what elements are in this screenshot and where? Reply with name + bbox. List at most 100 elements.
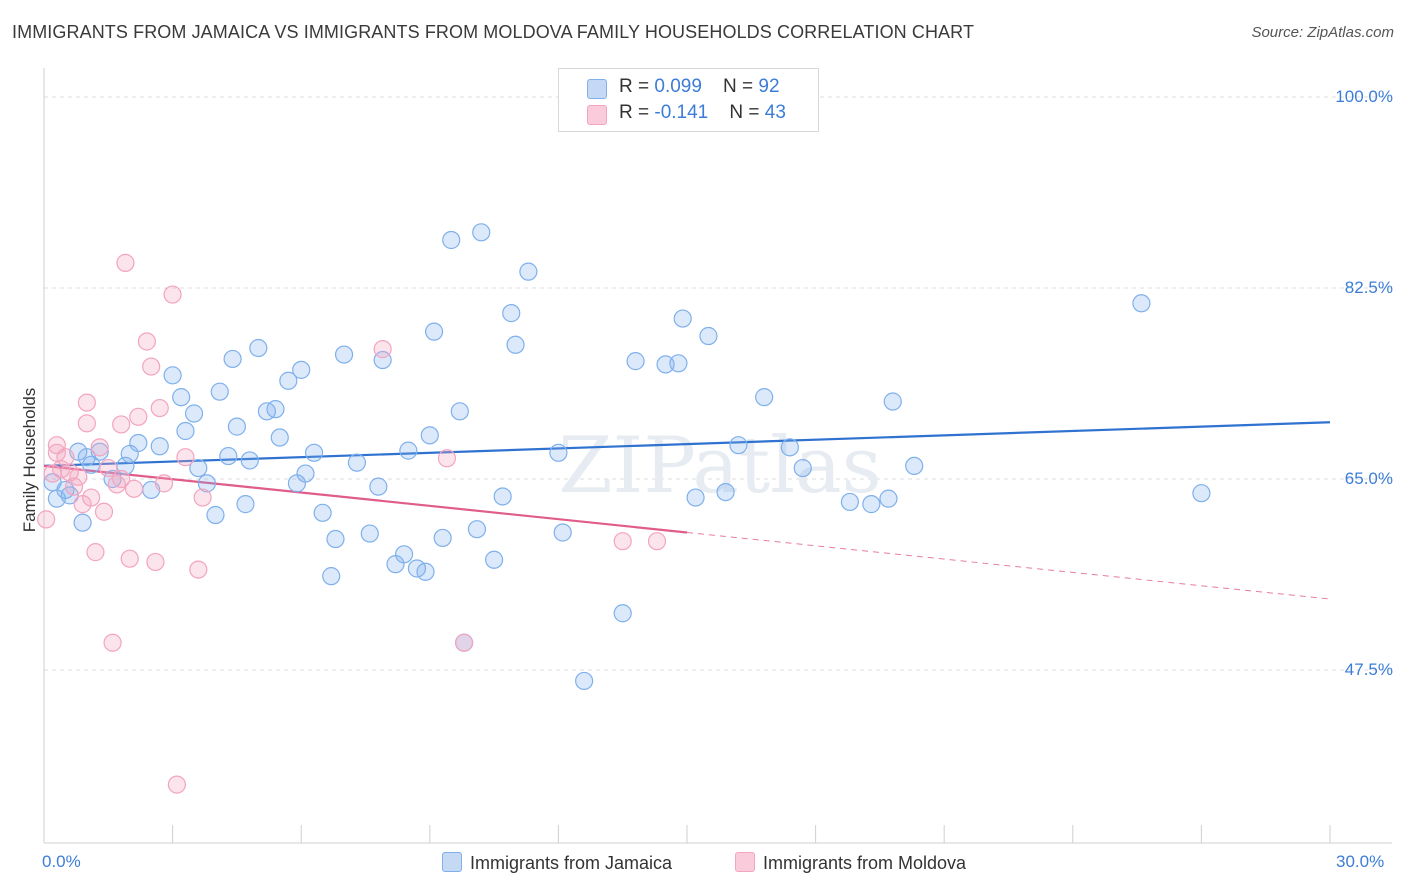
data-point-jamaica	[840, 492, 859, 512]
legend-row-moldova: R = -0.141 N = 43	[587, 102, 786, 125]
data-point-jamaica	[1192, 484, 1211, 503]
data-point-moldova	[77, 393, 96, 412]
legend-n-value-moldova: 43	[764, 102, 786, 123]
data-point-jamaica	[270, 428, 289, 447]
data-point-moldova	[56, 448, 75, 467]
legend-r-value-moldova: -0.141	[654, 102, 709, 123]
data-point-moldova	[129, 407, 148, 426]
data-point-jamaica	[399, 441, 418, 460]
data-point-jamaica	[176, 421, 195, 441]
bottom-legend-jamaica: Immigrants from Jamaica	[442, 852, 672, 874]
data-point-moldova	[124, 479, 144, 498]
data-point-moldova	[146, 552, 165, 572]
data-point-jamaica	[862, 495, 881, 514]
legend-n-label: N =	[723, 76, 759, 97]
data-point-jamaica	[227, 417, 246, 436]
data-point-moldova	[167, 775, 186, 794]
data-point-jamaica	[60, 486, 79, 505]
data-point-jamaica	[189, 458, 208, 478]
data-point-jamaica	[163, 366, 182, 385]
data-point-moldova	[99, 458, 118, 478]
data-point-jamaica	[236, 495, 255, 514]
data-point-jamaica	[369, 477, 388, 496]
data-point-moldova	[112, 469, 131, 489]
data-point-jamaica	[129, 433, 148, 453]
data-point-jamaica	[575, 671, 594, 691]
data-point-jamaica	[519, 262, 538, 281]
data-point-moldova	[69, 467, 88, 486]
data-point-jamaica	[420, 426, 439, 445]
data-point-moldova	[142, 357, 161, 376]
data-point-moldova	[137, 332, 156, 351]
data-point-jamaica	[394, 545, 414, 564]
data-point-jamaica	[467, 520, 487, 539]
data-point-jamaica	[292, 360, 311, 379]
data-point-jamaica	[729, 436, 748, 455]
data-point-moldova	[82, 488, 101, 507]
data-point-moldova	[647, 532, 667, 551]
data-point-jamaica	[626, 352, 645, 371]
data-point-jamaica	[279, 371, 298, 390]
data-point-jamaica	[883, 392, 902, 411]
data-points	[37, 223, 1211, 794]
axes	[43, 68, 1392, 844]
data-point-jamaica	[172, 388, 191, 407]
grid-lines	[44, 96, 1392, 671]
legend-r-value-jamaica: 0.099	[654, 76, 702, 97]
bottom-legend-label-jamaica: Immigrants from Jamaica	[470, 853, 673, 873]
data-point-jamaica	[210, 382, 229, 401]
data-point-jamaica	[347, 453, 367, 472]
data-point-moldova	[64, 477, 84, 496]
data-point-jamaica	[416, 562, 435, 581]
y-tick-label-47-5: 47.5%	[1344, 660, 1393, 679]
data-point-moldova	[60, 463, 79, 482]
correlation-legend: R = 0.099 N = 92 R = -0.141 N = 43	[558, 68, 819, 132]
data-point-jamaica	[240, 451, 259, 470]
data-point-jamaica	[206, 505, 225, 525]
data-point-jamaica	[304, 443, 324, 462]
data-point-jamaica	[485, 550, 504, 569]
data-point-moldova	[90, 438, 109, 457]
legend-n-label: N =	[729, 102, 765, 123]
data-point-jamaica	[296, 464, 315, 483]
data-point-jamaica	[549, 443, 568, 462]
y-tick-label-82-5: 82.5%	[1344, 278, 1393, 297]
data-point-jamaica	[686, 488, 705, 507]
data-point-jamaica	[493, 487, 512, 506]
data-point-jamaica	[150, 437, 169, 456]
data-point-jamaica	[184, 404, 204, 423]
data-point-jamaica	[780, 438, 799, 457]
x-tick-label-min: 0.0%	[42, 852, 81, 871]
y-tick-label-100: 100.0%	[1335, 87, 1393, 106]
chart-title: IMMIGRANTS FROM JAMAICA VS IMMIGRANTS FR…	[12, 22, 975, 42]
bottom-legend-swatch-moldova	[735, 852, 755, 872]
data-point-jamaica	[73, 513, 92, 532]
data-point-moldova	[103, 633, 122, 652]
data-point-moldova	[176, 448, 195, 467]
trend-line-1	[43, 464, 688, 534]
legend-n-value-jamaica: 92	[758, 76, 780, 97]
x-tick-label-max: 30.0%	[1336, 852, 1385, 871]
watermark: ZIPatlas	[558, 421, 881, 511]
legend-r-label: R =	[619, 102, 655, 123]
data-point-jamaica	[313, 503, 332, 522]
data-point-jamaica	[472, 223, 491, 242]
data-point-moldova	[120, 549, 139, 568]
data-point-jamaica	[879, 489, 898, 508]
data-point-jamaica	[326, 529, 345, 549]
data-point-jamaica	[90, 442, 109, 461]
data-point-moldova	[86, 543, 105, 562]
data-point-jamaica	[433, 528, 452, 548]
data-point-moldova	[150, 398, 169, 418]
data-point-moldova	[613, 532, 632, 551]
data-point-jamaica	[82, 455, 101, 474]
legend-swatch-jamaica	[587, 79, 607, 99]
data-point-jamaica	[334, 345, 354, 364]
data-point-jamaica	[219, 446, 238, 466]
legend-r-label: R =	[619, 76, 655, 97]
data-point-moldova	[94, 502, 114, 521]
data-point-jamaica	[673, 309, 692, 328]
y-axis-label: Family Households	[20, 387, 39, 533]
data-point-jamaica	[322, 567, 341, 586]
